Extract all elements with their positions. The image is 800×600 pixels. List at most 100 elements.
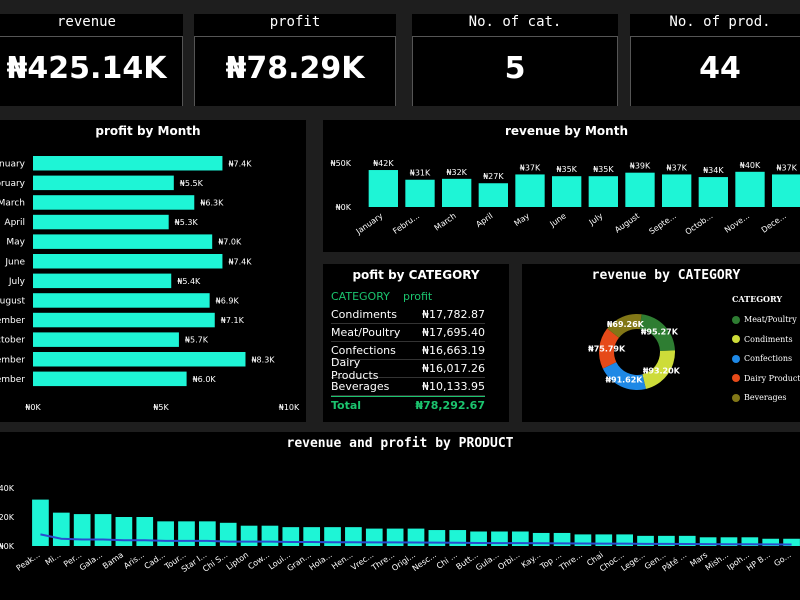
bar[interactable] xyxy=(94,514,112,546)
legend-item[interactable]: Dairy Products xyxy=(732,369,800,389)
bar[interactable] xyxy=(219,522,237,546)
bar[interactable] xyxy=(282,527,300,546)
product-chart-panel[interactable]: revenue and profit by PRODUCT ₦0K₦20K₦40… xyxy=(0,432,800,600)
header-profit[interactable]: profit xyxy=(403,289,433,303)
bar[interactable] xyxy=(261,525,279,546)
bar[interactable] xyxy=(762,538,780,546)
bar[interactable] xyxy=(33,234,213,249)
kpi-card-revenue[interactable]: revenue ₦425.14K xyxy=(0,14,183,106)
data-label: ₦93.20K xyxy=(643,366,681,375)
bar[interactable] xyxy=(515,174,545,207)
kpi-title: revenue xyxy=(56,14,116,30)
data-label: ₦27K xyxy=(483,172,504,181)
x-tick-label: Kay... xyxy=(520,550,543,570)
data-label: ₦8.3K xyxy=(251,355,275,364)
revenue-month-panel[interactable]: revenue by Month ₦0K ₦50K ₦42K January ₦31K F… xyxy=(323,120,800,252)
x-tick-label: Aris... xyxy=(122,550,146,570)
y-tick-label: October xyxy=(0,336,25,346)
data-label: ₦6.9K xyxy=(216,296,240,305)
kpi-card-categories[interactable]: No. of cat. 5 xyxy=(412,14,618,106)
product-chart[interactable]: ₦0K₦20K₦40KPeak...Mi...Per...Gala...Bama… xyxy=(0,432,800,600)
bar[interactable] xyxy=(32,499,49,546)
slice[interactable] xyxy=(642,350,675,389)
bar[interactable] xyxy=(699,537,717,546)
bar[interactable] xyxy=(178,521,195,546)
bar[interactable] xyxy=(33,371,187,387)
slice[interactable] xyxy=(602,362,646,390)
data-label: ₦35K xyxy=(556,165,577,174)
bar[interactable] xyxy=(240,525,258,546)
bar[interactable] xyxy=(368,170,398,207)
bar[interactable] xyxy=(33,312,215,328)
bar[interactable] xyxy=(588,176,618,207)
bar[interactable] xyxy=(303,527,321,546)
revenue-category-chart[interactable]: ₦95.27K ₦93.20K₦91.62K ₦75.79K ₦69.26K xyxy=(522,264,722,422)
bar[interactable] xyxy=(33,273,172,289)
profit-category-table: CATEGORY profit Condiments ₦17,782.87 Me… xyxy=(331,286,485,414)
revenue-category-panel[interactable]: revenue by CATEGORY ₦95.27K ₦93.20K ₦91.62… xyxy=(522,264,800,422)
revenue-month-chart[interactable]: ₦0K ₦50K ₦42K January ₦31K Febru... ₦32K March ₦… xyxy=(323,120,800,252)
data-label: ₦39K xyxy=(630,162,651,171)
kpi-card-products[interactable]: No. of prod. 44 xyxy=(630,14,800,106)
slice[interactable] xyxy=(639,314,675,352)
bar[interactable] xyxy=(741,537,759,546)
bar[interactable] xyxy=(783,538,800,546)
bar[interactable] xyxy=(658,535,675,546)
profit-series-line xyxy=(40,533,792,546)
bar[interactable] xyxy=(73,514,91,546)
bar[interactable] xyxy=(772,174,800,207)
bar[interactable] xyxy=(698,177,728,207)
bar[interactable] xyxy=(552,176,582,207)
table-row[interactable]: Beverages ₦10,133.95 xyxy=(331,378,485,396)
bar[interactable] xyxy=(33,332,179,347)
bar[interactable] xyxy=(625,172,655,207)
legend-item[interactable]: Beverages xyxy=(732,388,800,408)
table-row[interactable]: Dairy Products ₦16,017.26 xyxy=(331,356,485,382)
legend-item[interactable]: Confections xyxy=(732,349,800,369)
slice[interactable] xyxy=(599,328,619,369)
row-category: Condiments xyxy=(331,308,397,321)
bar[interactable] xyxy=(52,512,70,546)
bar[interactable] xyxy=(637,535,654,546)
bar[interactable] xyxy=(442,178,472,207)
bar[interactable] xyxy=(616,534,633,546)
bar[interactable] xyxy=(157,521,174,546)
bar[interactable] xyxy=(33,352,246,367)
kpi-title: No. of prod. xyxy=(669,14,771,30)
table-row[interactable]: Confections ₦16,663.19 xyxy=(331,342,485,360)
bar[interactable] xyxy=(595,534,613,546)
row-profit: ₦17,695.40 xyxy=(422,326,485,339)
bar[interactable] xyxy=(678,535,696,546)
bar[interactable] xyxy=(365,528,383,546)
bar[interactable] xyxy=(405,179,435,207)
bar[interactable] xyxy=(33,254,223,269)
x-tick-label: March xyxy=(433,211,458,232)
bar[interactable] xyxy=(478,183,508,207)
table-row[interactable]: Meat/Poultry ₦17,695.40 xyxy=(331,324,485,342)
bar[interactable] xyxy=(33,195,195,210)
x-tick-label: Gula... xyxy=(474,550,500,572)
bar[interactable] xyxy=(33,214,169,230)
bar[interactable] xyxy=(735,171,765,207)
bar[interactable] xyxy=(115,517,133,546)
legend-item[interactable]: Condiments xyxy=(732,330,800,350)
x-tick-label: Lipton xyxy=(225,550,251,572)
kpi-card-profit[interactable]: profit ₦78.29K xyxy=(194,14,396,106)
bar[interactable] xyxy=(199,521,216,546)
bar[interactable] xyxy=(574,534,592,546)
profit-month-chart[interactable]: January ₦7.4K ebruary ₦5.5K March ₦6.3K April ₦… xyxy=(0,120,306,422)
bar[interactable] xyxy=(33,175,174,191)
data-label: ₦6.0K xyxy=(193,375,217,384)
bar[interactable] xyxy=(33,293,210,308)
profit-month-panel[interactable]: profit by Month January ₦7.4K ebruary ₦5.5K… xyxy=(0,120,306,422)
bar[interactable] xyxy=(662,174,692,207)
table-row[interactable]: Condiments ₦17,782.87 xyxy=(331,306,485,324)
profit-category-table-panel[interactable]: pofit by CATEGORY CATEGORY profit Condim… xyxy=(323,264,509,422)
bar[interactable] xyxy=(720,537,738,546)
bar[interactable] xyxy=(33,156,223,171)
data-label: ₦7.4K xyxy=(228,159,252,168)
bar[interactable] xyxy=(136,517,154,546)
slice[interactable] xyxy=(607,314,642,338)
legend-item[interactable]: Meat/Poultry xyxy=(732,310,800,330)
header-category[interactable]: CATEGORY xyxy=(331,289,390,303)
